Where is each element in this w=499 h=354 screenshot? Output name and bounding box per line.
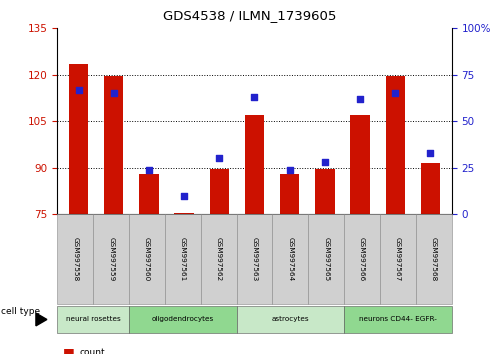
Polygon shape <box>36 313 47 326</box>
Bar <box>139 174 159 214</box>
Point <box>250 94 258 100</box>
Point <box>286 167 294 172</box>
Bar <box>245 115 264 214</box>
Text: GSM997568: GSM997568 <box>431 237 437 281</box>
Text: GSM997561: GSM997561 <box>180 237 186 281</box>
Bar <box>280 174 299 214</box>
Point <box>74 87 82 92</box>
Text: GSM997567: GSM997567 <box>395 237 401 281</box>
Point <box>145 167 153 172</box>
Point <box>356 96 364 102</box>
Text: GDS4538 / ILMN_1739605: GDS4538 / ILMN_1739605 <box>163 9 336 22</box>
Bar <box>421 163 440 214</box>
Text: GSM997558: GSM997558 <box>72 237 78 281</box>
Bar <box>69 64 88 214</box>
Bar <box>210 169 229 214</box>
Text: neural rosettes: neural rosettes <box>66 316 121 322</box>
Bar <box>104 76 123 214</box>
Point <box>427 150 435 156</box>
Point <box>391 91 399 96</box>
Text: cell type: cell type <box>1 307 40 316</box>
Bar <box>315 169 334 214</box>
Text: count: count <box>80 348 105 354</box>
Text: GSM997562: GSM997562 <box>216 237 222 281</box>
Text: oligodendrocytes: oligodendrocytes <box>152 316 214 322</box>
Text: GSM997559: GSM997559 <box>108 237 114 281</box>
Text: GSM997564: GSM997564 <box>287 237 293 281</box>
Text: astrocytes: astrocytes <box>271 316 309 322</box>
Text: neurons CD44- EGFR-: neurons CD44- EGFR- <box>359 316 437 322</box>
Point <box>321 159 329 165</box>
Bar <box>386 76 405 214</box>
Text: GSM997566: GSM997566 <box>359 237 365 281</box>
Point <box>110 91 118 96</box>
Point <box>180 193 188 198</box>
Text: GSM997565: GSM997565 <box>323 237 329 281</box>
Bar <box>350 115 370 214</box>
Text: ■: ■ <box>62 346 74 354</box>
Point <box>215 156 223 161</box>
Text: GSM997563: GSM997563 <box>251 237 257 281</box>
Bar <box>175 213 194 214</box>
Text: GSM997560: GSM997560 <box>144 237 150 281</box>
